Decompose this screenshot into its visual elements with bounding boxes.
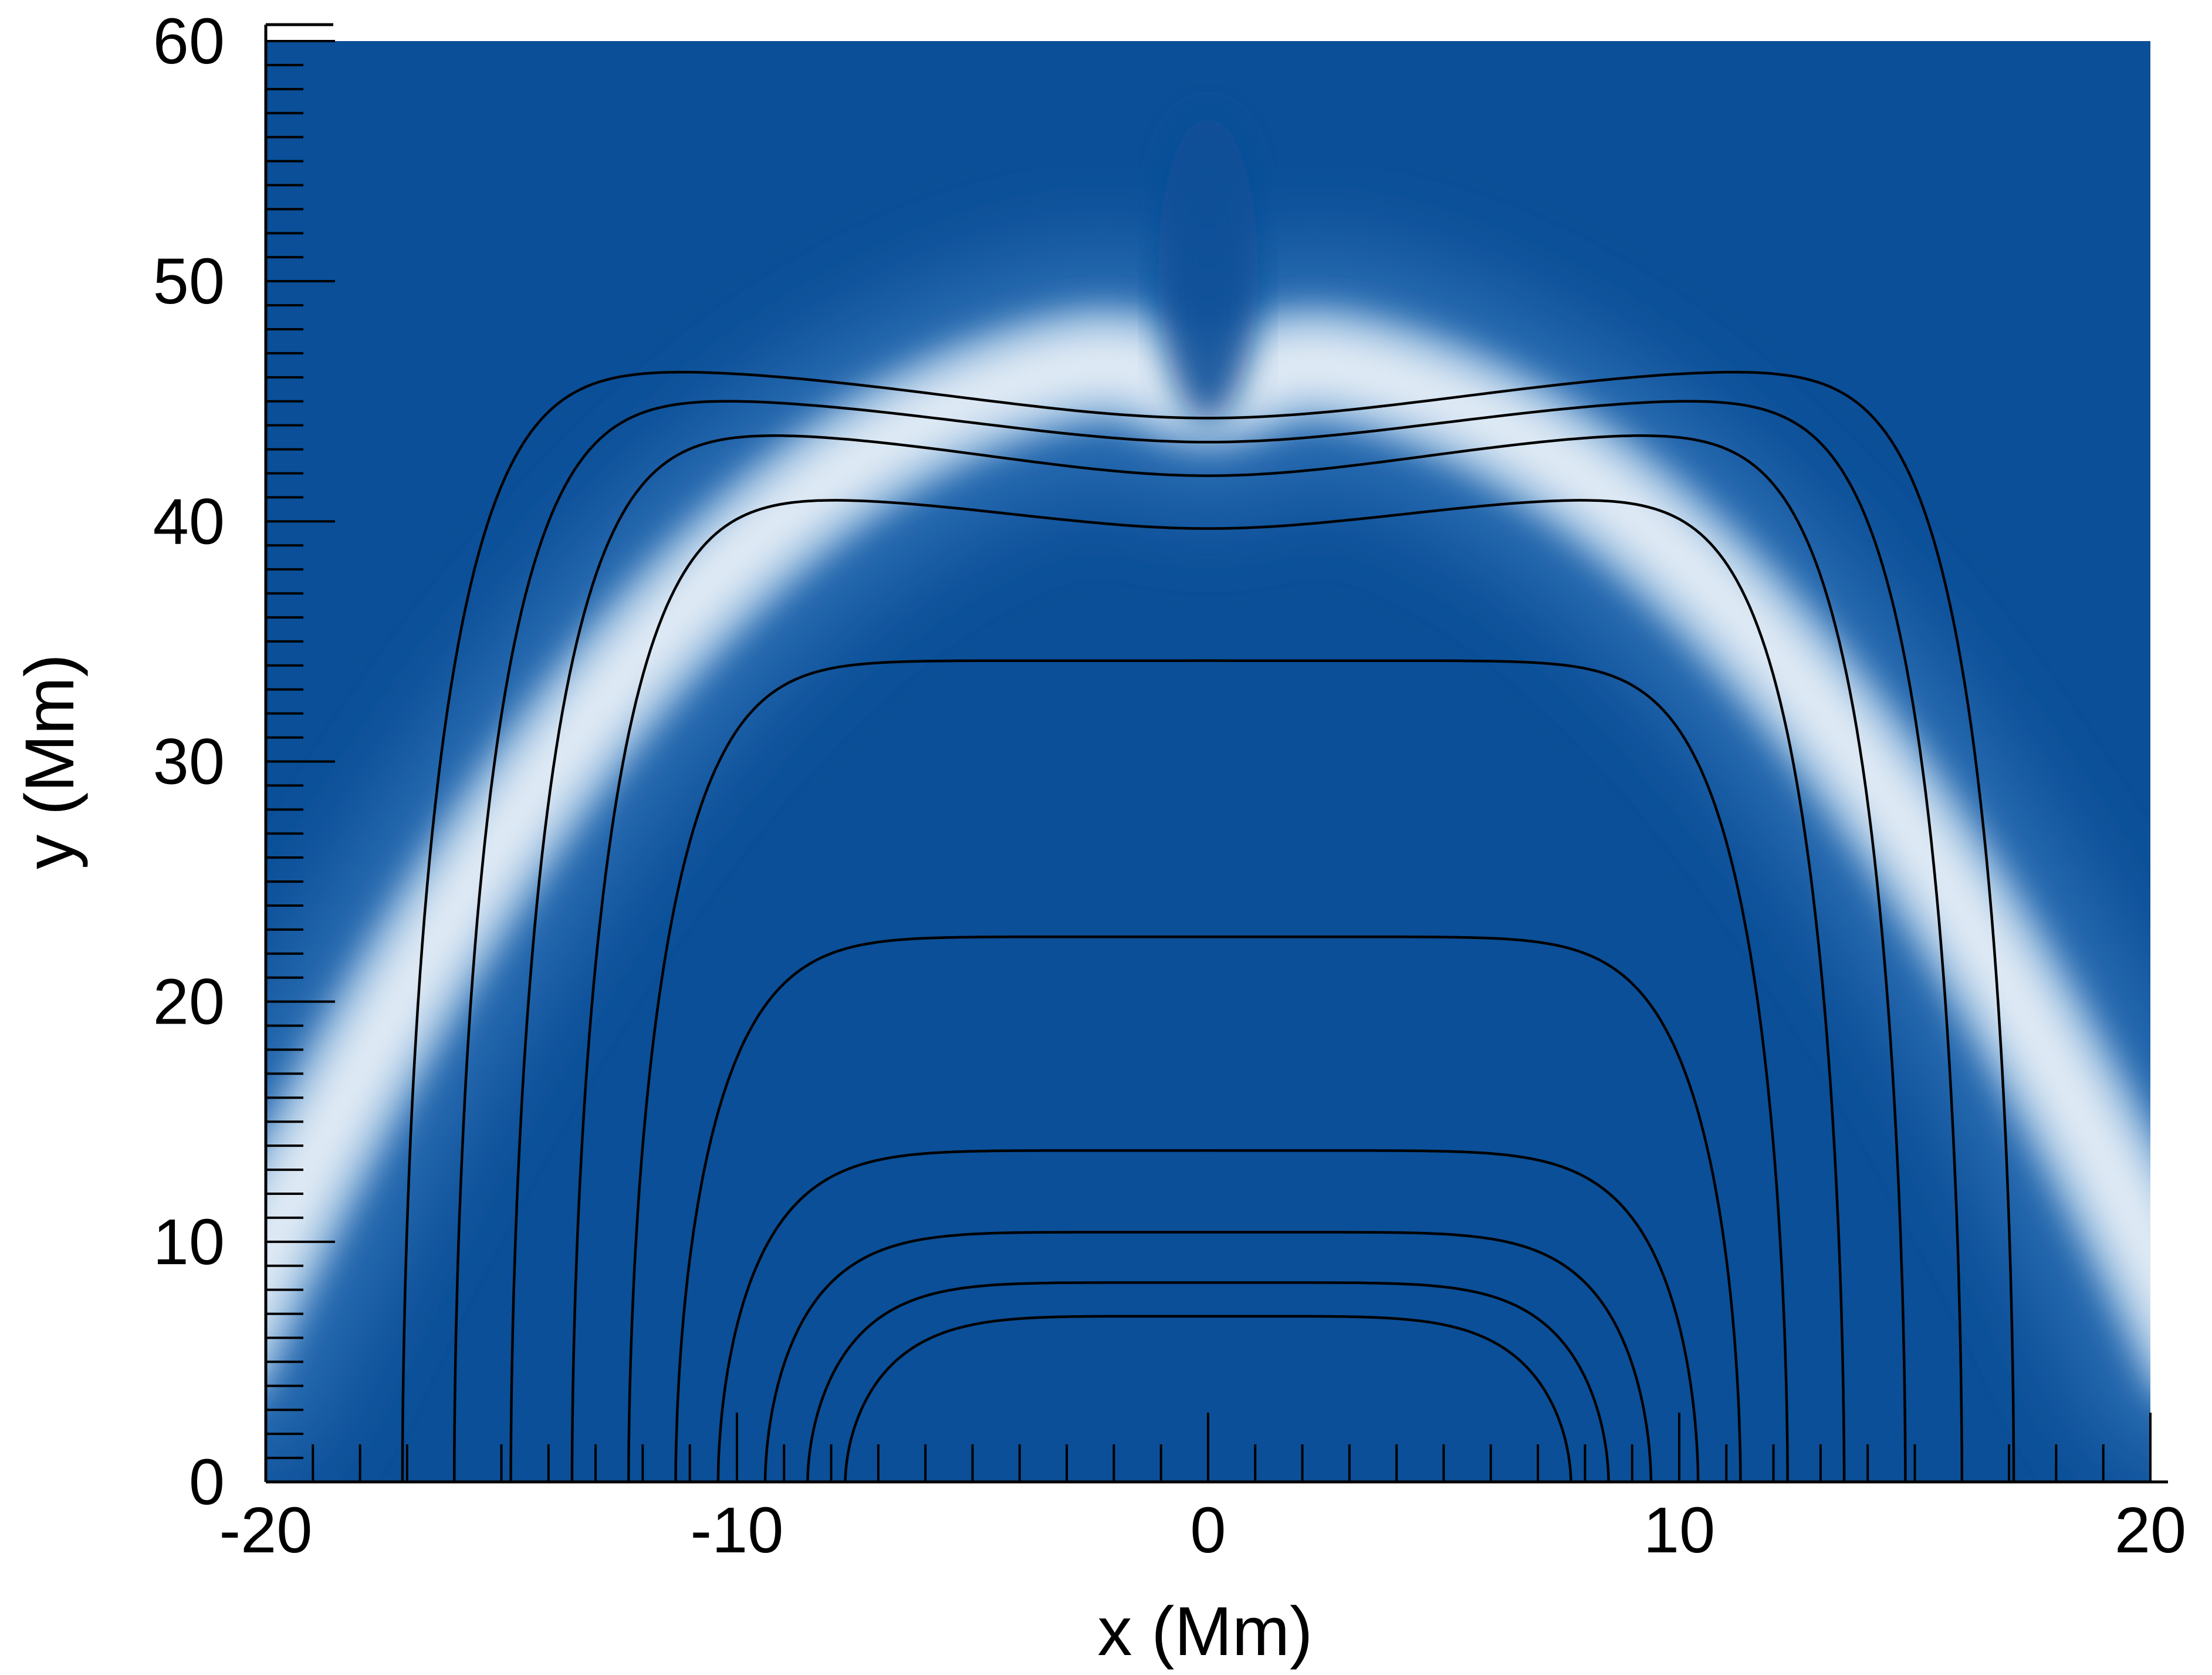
contour-line-6	[627, 659, 1789, 1482]
y-tick-label: 60	[153, 5, 225, 77]
y-tick-label: 30	[153, 726, 225, 798]
y-tick-label: 50	[153, 245, 225, 318]
contour-lines	[401, 370, 2015, 1482]
x-tick-label: 20	[2115, 1494, 2186, 1566]
contour-line-3	[763, 1231, 1653, 1482]
heatmap-center-notch	[1158, 116, 1258, 422]
x-tick-label: 0	[1190, 1494, 1226, 1566]
y-tick-label: 10	[153, 1206, 225, 1278]
contour-line-4	[716, 1149, 1700, 1482]
y-tick-label: 20	[153, 966, 225, 1038]
x-tick-label: -10	[691, 1494, 784, 1566]
contour-line-10	[401, 370, 2015, 1482]
heatmap-layer	[266, 41, 2150, 1482]
x-axis-title: x (Mm)	[1098, 1593, 1313, 1670]
contour-line-2	[806, 1281, 1610, 1482]
x-tick-label: 10	[1643, 1494, 1715, 1566]
y-axis-title: y (Mm)	[11, 654, 89, 869]
contour-line-5	[674, 935, 1742, 1482]
y-tick-label: 40	[153, 485, 225, 558]
axis-labels: -20 -10 0 10 20 0 10 20 30 40 50 60 x (Mm) y (Mm)	[11, 5, 2186, 1670]
y-tick-label: 0	[189, 1446, 225, 1518]
contour-line-9	[452, 400, 1964, 1482]
contour-line-8	[509, 434, 1907, 1482]
contour-line-1	[844, 1315, 1572, 1482]
x-tick-label: -20	[219, 1494, 313, 1566]
contour-line-7	[570, 499, 1846, 1482]
plot-axes	[264, 23, 2168, 1484]
